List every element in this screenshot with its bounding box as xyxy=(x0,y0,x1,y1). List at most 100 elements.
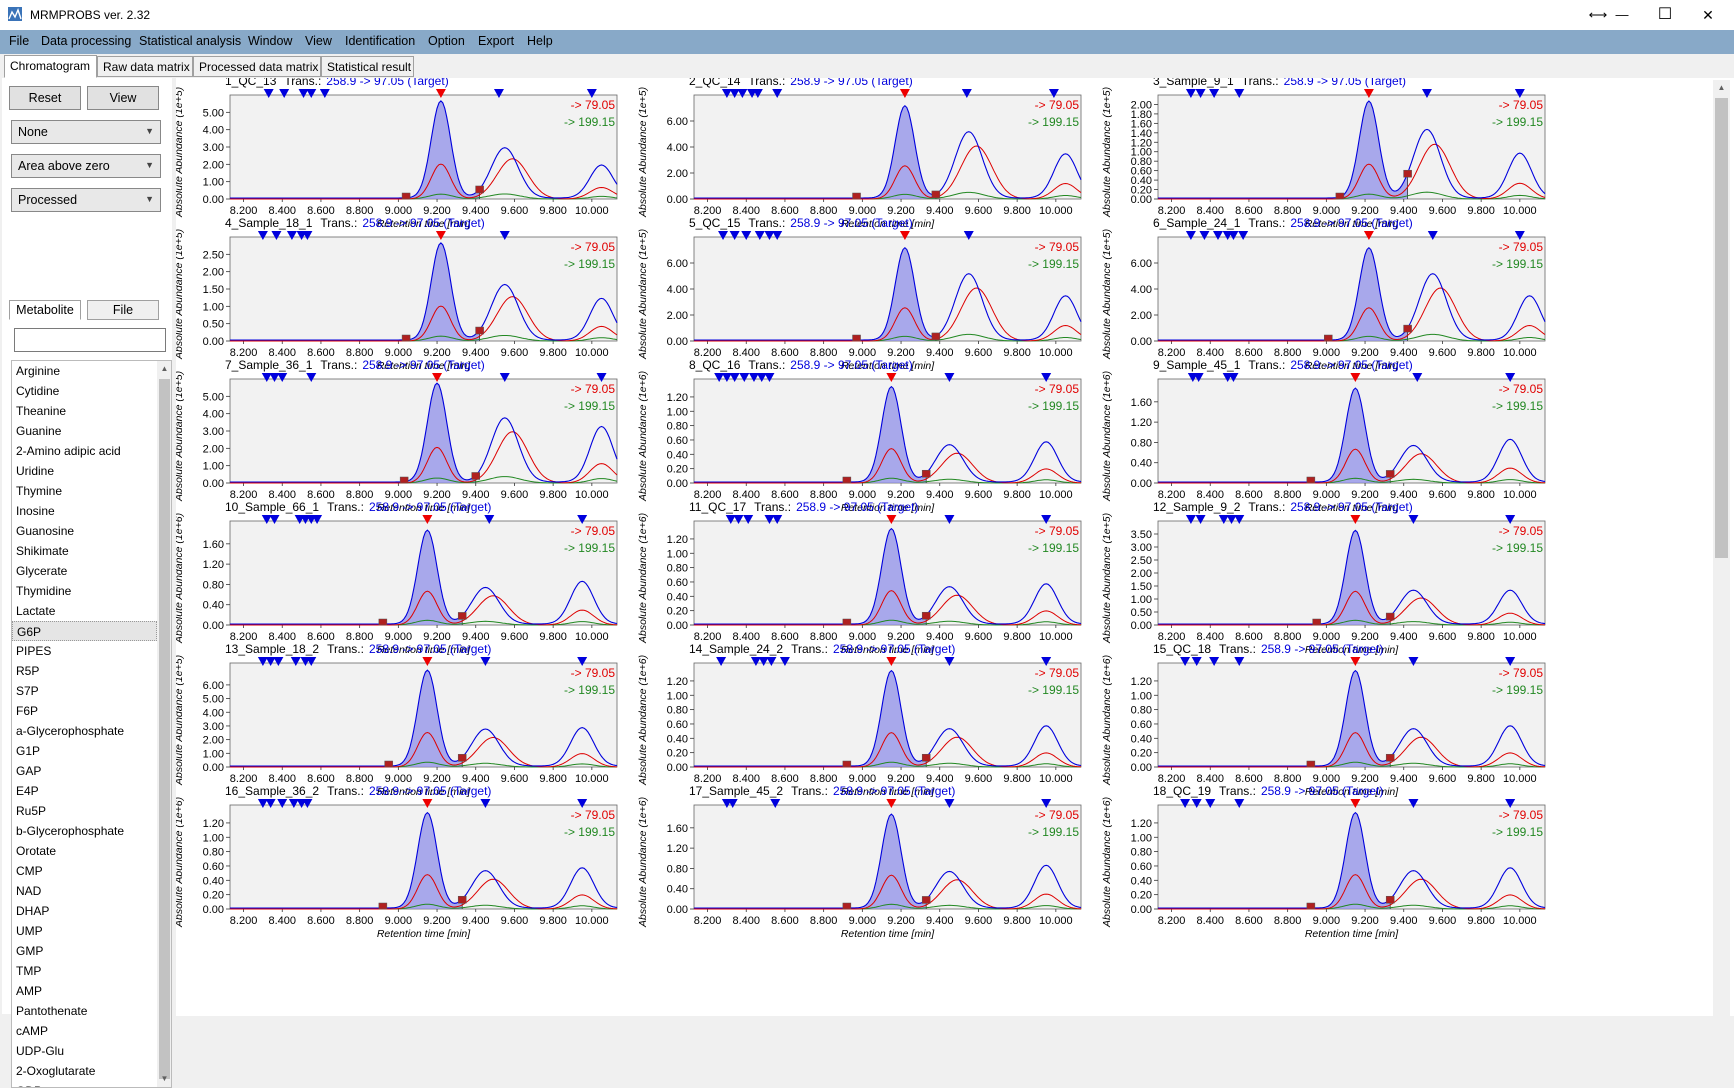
peak-candidate-icon[interactable] xyxy=(770,799,781,808)
metabolite-item[interactable]: R5P xyxy=(16,664,40,678)
peak-left-marker[interactable] xyxy=(852,192,861,200)
peak-candidate-icon[interactable] xyxy=(279,89,290,98)
peak-candidate-icon[interactable] xyxy=(729,373,740,382)
peak-left-marker[interactable] xyxy=(842,760,852,768)
peak-candidate-icon[interactable] xyxy=(302,799,313,808)
metabolite-item[interactable]: CMP xyxy=(16,864,43,878)
peak-candidate-icon[interactable] xyxy=(1505,799,1516,808)
peak-left-marker[interactable] xyxy=(1306,760,1316,768)
menu-view[interactable]: View xyxy=(305,34,332,48)
peak-candidate-icon[interactable] xyxy=(263,89,274,98)
peak-candidate-icon[interactable] xyxy=(288,799,299,808)
minimize-button[interactable]: — xyxy=(1615,7,1629,22)
scroll-up-icon[interactable]: ▲ xyxy=(1717,83,1726,92)
metabolite-item[interactable]: Arginine xyxy=(16,364,61,378)
selected-peak-icon[interactable] xyxy=(886,373,897,382)
peak-candidate-icon[interactable] xyxy=(1041,657,1052,666)
peak-candidate-icon[interactable] xyxy=(257,799,268,808)
selected-peak-icon[interactable] xyxy=(432,373,443,382)
metabolite-item[interactable]: Guanine xyxy=(16,424,62,438)
metabolite-item[interactable]: S7P xyxy=(16,684,39,698)
maximize-button[interactable]: ☐ xyxy=(1657,6,1673,23)
chromatogram-panel[interactable]: 8_QC_16 Trans.: 258.9 -> 97.05 (Target) Abs… xyxy=(637,358,1082,514)
peak-candidate-icon[interactable] xyxy=(1180,657,1191,666)
peak-left-marker[interactable] xyxy=(378,902,388,910)
peak-candidate-icon[interactable] xyxy=(312,515,323,524)
metabolite-item[interactable]: DHAP xyxy=(16,904,50,918)
peak-candidate-icon[interactable] xyxy=(1205,799,1216,808)
peak-candidate-icon[interactable] xyxy=(1234,515,1245,524)
selected-peak-icon[interactable] xyxy=(1350,373,1361,382)
peak-candidate-icon[interactable] xyxy=(764,515,775,524)
peak-right-marker[interactable] xyxy=(457,754,467,762)
peak-candidate-icon[interactable] xyxy=(772,89,783,98)
peak-candidate-icon[interactable] xyxy=(257,657,268,666)
chromatogram-panel[interactable]: 14_Sample_24_2 Trans.: 258.9 -> 97.05 (Tar… xyxy=(637,642,1082,798)
peak-candidate-icon[interactable] xyxy=(577,799,588,808)
peak-candidate-icon[interactable] xyxy=(1209,657,1220,666)
selected-peak-icon[interactable] xyxy=(886,799,897,808)
menu-option[interactable]: Option xyxy=(428,34,465,48)
peak-candidate-icon[interactable] xyxy=(721,373,732,382)
peak-left-marker[interactable] xyxy=(852,334,861,342)
peak-right-marker[interactable] xyxy=(921,896,931,904)
chromatogram-panel[interactable]: 9_Sample_45_1 Trans.: 258.9 -> 97.05 (Targ… xyxy=(1101,358,1546,514)
peak-candidate-icon[interactable] xyxy=(737,89,748,98)
peak-candidate-icon[interactable] xyxy=(718,231,729,240)
peak-candidate-icon[interactable] xyxy=(1427,231,1438,240)
peak-candidate-icon[interactable] xyxy=(577,515,588,524)
peak-right-marker[interactable] xyxy=(921,753,931,762)
subtab-file[interactable]: File xyxy=(87,300,159,320)
selected-peak-icon[interactable] xyxy=(435,231,446,240)
peak-candidate-icon[interactable] xyxy=(1234,799,1245,808)
peak-left-marker[interactable] xyxy=(1312,618,1321,626)
peak-right-marker[interactable] xyxy=(921,469,931,478)
peak-candidate-icon[interactable] xyxy=(766,657,777,666)
chromatogram-panel[interactable]: 3_Sample_9_1 Trans.: 258.9 -> 97.05 (Targe… xyxy=(1101,74,1546,230)
peak-candidate-icon[interactable] xyxy=(1421,89,1432,98)
peak-candidate-icon[interactable] xyxy=(727,799,738,808)
subtab-metabolite[interactable]: Metabolite xyxy=(9,300,81,320)
peak-left-marker[interactable] xyxy=(1324,334,1333,342)
peak-candidate-icon[interactable] xyxy=(772,231,783,240)
peak-candidate-icon[interactable] xyxy=(1408,515,1419,524)
peak-right-marker[interactable] xyxy=(1403,169,1412,178)
metabolite-item[interactable]: GAP xyxy=(16,764,42,778)
metabolite-item[interactable]: Thymidine xyxy=(16,584,72,598)
peak-candidate-icon[interactable] xyxy=(269,515,280,524)
selected-peak-icon[interactable] xyxy=(1350,799,1361,808)
peak-candidate-icon[interactable] xyxy=(484,515,495,524)
menu-export[interactable]: Export xyxy=(478,34,515,48)
peak-candidate-icon[interactable] xyxy=(961,89,972,98)
peak-right-marker[interactable] xyxy=(1403,324,1412,333)
tab-raw-data-matrix[interactable]: Raw data matrix xyxy=(97,56,193,77)
peak-candidate-icon[interactable] xyxy=(764,373,775,382)
list-scrollbar[interactable]: ▲ ▼ xyxy=(157,361,171,1087)
metabolite-item[interactable]: G1P xyxy=(16,744,41,758)
peak-candidate-icon[interactable] xyxy=(1408,657,1419,666)
list-scroll-thumb[interactable] xyxy=(159,379,170,1079)
metabolite-item[interactable]: a-Glycerophosphate xyxy=(16,724,125,738)
display-filter-combo[interactable]: None ▼ xyxy=(11,120,161,144)
chromatogram-panel[interactable]: 17_Sample_45_2 Trans.: 258.9 -> 97.05 (Tar… xyxy=(637,784,1082,940)
peak-candidate-icon[interactable] xyxy=(1195,515,1206,524)
selected-peak-icon[interactable] xyxy=(886,657,897,666)
peak-candidate-icon[interactable] xyxy=(1191,657,1202,666)
peak-candidate-icon[interactable] xyxy=(1041,373,1052,382)
chromatogram-panel[interactable]: 2_QC_14 Trans.: 258.9 -> 97.05 (Target) Abs… xyxy=(637,74,1082,230)
metabolite-item[interactable]: 2-Amino adipic acid xyxy=(16,444,121,458)
chromatogram-canvas[interactable]: 1_QC_13 Trans.: 258.9 -> 97.05 (Target) Abs… xyxy=(173,74,1711,1016)
peak-candidate-icon[interactable] xyxy=(1193,373,1204,382)
peak-left-marker[interactable] xyxy=(384,760,393,768)
metabolite-item[interactable]: G6P xyxy=(12,621,157,641)
peak-candidate-icon[interactable] xyxy=(1505,657,1516,666)
peak-candidate-icon[interactable] xyxy=(1226,515,1237,524)
peak-candidate-icon[interactable] xyxy=(1234,89,1245,98)
selected-peak-icon[interactable] xyxy=(1363,231,1374,240)
data-mode-combo[interactable]: Processed ▼ xyxy=(11,188,161,212)
metabolite-item[interactable]: TMP xyxy=(16,964,42,978)
peak-candidate-icon[interactable] xyxy=(298,89,309,98)
chromatogram-panel[interactable]: 18_QC_19 Trans.: 258.9 -> 97.05 (Target) Ab… xyxy=(1101,784,1546,940)
selected-peak-icon[interactable] xyxy=(899,89,910,98)
peak-candidate-icon[interactable] xyxy=(273,657,284,666)
